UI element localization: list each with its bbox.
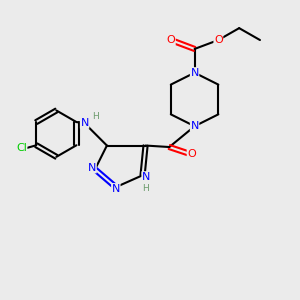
Text: N: N xyxy=(142,172,150,182)
Text: H: H xyxy=(142,184,149,193)
Text: N: N xyxy=(88,163,96,173)
Text: O: O xyxy=(167,35,175,45)
Text: O: O xyxy=(214,35,223,45)
Text: N: N xyxy=(190,68,199,78)
Text: Cl: Cl xyxy=(16,143,27,153)
Text: N: N xyxy=(190,121,199,131)
Text: O: O xyxy=(187,149,196,160)
Text: N: N xyxy=(112,184,120,194)
Text: N: N xyxy=(80,118,89,128)
Text: H: H xyxy=(92,112,99,121)
